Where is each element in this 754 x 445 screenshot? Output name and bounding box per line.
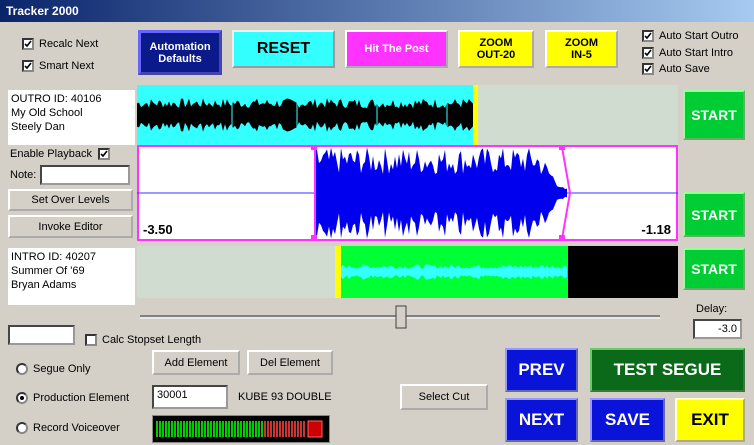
note-field[interactable]	[40, 165, 130, 185]
option[interactable]: Auto Save	[642, 63, 710, 75]
checkbox[interactable]	[22, 38, 34, 50]
option-label: Auto Save	[659, 63, 710, 75]
element-code[interactable]: 30001	[152, 385, 228, 409]
delay-label: Delay:	[696, 303, 728, 315]
mode-option[interactable]: Record Voiceover	[16, 422, 120, 434]
slider[interactable]	[140, 304, 665, 330]
checkbox[interactable]	[22, 60, 34, 72]
del-element-button[interactable]: Del Element	[247, 350, 333, 375]
level-meter	[152, 415, 330, 443]
zoom-out-button[interactable]: ZOOM OUT-20	[458, 30, 534, 68]
next-button[interactable]: NEXT	[505, 398, 578, 442]
indicator	[24, 62, 32, 70]
segue-waveform: -3.50 -1.18	[137, 145, 678, 241]
option-label: Production Element	[33, 392, 129, 404]
checkbox[interactable]	[642, 63, 654, 75]
intro-artist: Bryan Adams	[11, 279, 77, 291]
option[interactable]: Smart Next	[22, 60, 94, 72]
checkbox[interactable]	[85, 334, 97, 346]
outro-waveform	[137, 85, 678, 145]
note-label: Note:	[10, 169, 37, 181]
outro-song: My Old School	[11, 107, 83, 119]
radio[interactable]	[16, 363, 28, 375]
save-button[interactable]: SAVE	[590, 398, 665, 442]
outro-start-button[interactable]: START	[683, 90, 745, 140]
prev-button[interactable]: PREV	[505, 348, 578, 392]
option-label: Auto Start Intro	[659, 47, 733, 59]
indicator	[644, 65, 652, 73]
calc-stopset[interactable]: Calc Stopset Length	[85, 334, 201, 346]
radio[interactable]	[16, 422, 28, 434]
add-element-button[interactable]: Add Element	[152, 350, 240, 375]
reset-button[interactable]: RESET	[232, 30, 335, 68]
intro-info: INTRO ID: 40207 Summer Of '69 Bryan Adams	[8, 248, 135, 305]
right-level: -1.18	[641, 222, 671, 237]
element-name: KUBE 93 DOUBLE	[238, 391, 332, 403]
option[interactable]: Auto Start Intro	[642, 47, 733, 59]
checkbox[interactable]	[642, 47, 654, 59]
option-label: Enable Playback	[10, 148, 92, 160]
indicator	[100, 150, 108, 158]
checkbox[interactable]	[97, 148, 110, 160]
intro-song: Summer Of '69	[11, 265, 85, 277]
hit-post-button[interactable]: Hit The Post	[345, 30, 448, 68]
set-levels-button[interactable]: Set Over Levels	[8, 189, 133, 211]
option[interactable]: Auto Start Outro	[642, 30, 738, 42]
invoke-editor-button[interactable]: Invoke Editor	[8, 215, 133, 238]
option[interactable]: Recalc Next	[22, 38, 98, 50]
indicator	[24, 40, 32, 48]
option-label: Segue Only	[33, 363, 91, 375]
intro-id: INTRO ID: 40207	[11, 251, 96, 263]
indicator	[20, 396, 24, 400]
option-label: Auto Start Outro	[659, 30, 739, 42]
intro-waveform	[137, 246, 678, 298]
enable-playback[interactable]: Enable Playback	[10, 148, 110, 160]
mode-option[interactable]: Segue Only	[16, 363, 90, 375]
intro-start-button[interactable]: START	[683, 248, 745, 290]
left-level: -3.50	[143, 222, 173, 237]
segue-start-button[interactable]: START	[683, 192, 745, 237]
delay-field[interactable]: -3.0	[693, 319, 742, 339]
select-cut-button[interactable]: Select Cut	[400, 384, 488, 410]
radio[interactable]	[16, 392, 28, 404]
option-label: Recalc Next	[39, 38, 99, 50]
option-label: Smart Next	[39, 60, 95, 72]
option-label: Calc Stopset Length	[102, 334, 202, 346]
indicator	[644, 49, 652, 57]
outro-id: OUTRO ID: 40106	[11, 93, 102, 105]
zoom-in-button[interactable]: ZOOM IN-5	[545, 30, 618, 68]
outro-info: OUTRO ID: 40106 My Old School Steely Dan	[8, 90, 135, 145]
exit-button[interactable]: EXIT	[675, 398, 745, 442]
stopset-field[interactable]	[8, 325, 75, 345]
mode-option[interactable]: Production Element	[16, 392, 129, 404]
automation-button[interactable]: Automation Defaults	[138, 30, 222, 75]
option-label: Record Voiceover	[33, 422, 120, 434]
checkbox[interactable]	[642, 30, 654, 42]
title-bar: Tracker 2000	[0, 0, 754, 22]
test-segue-button[interactable]: TEST SEGUE	[590, 348, 745, 392]
outro-artist: Steely Dan	[11, 121, 65, 133]
indicator	[644, 32, 652, 40]
